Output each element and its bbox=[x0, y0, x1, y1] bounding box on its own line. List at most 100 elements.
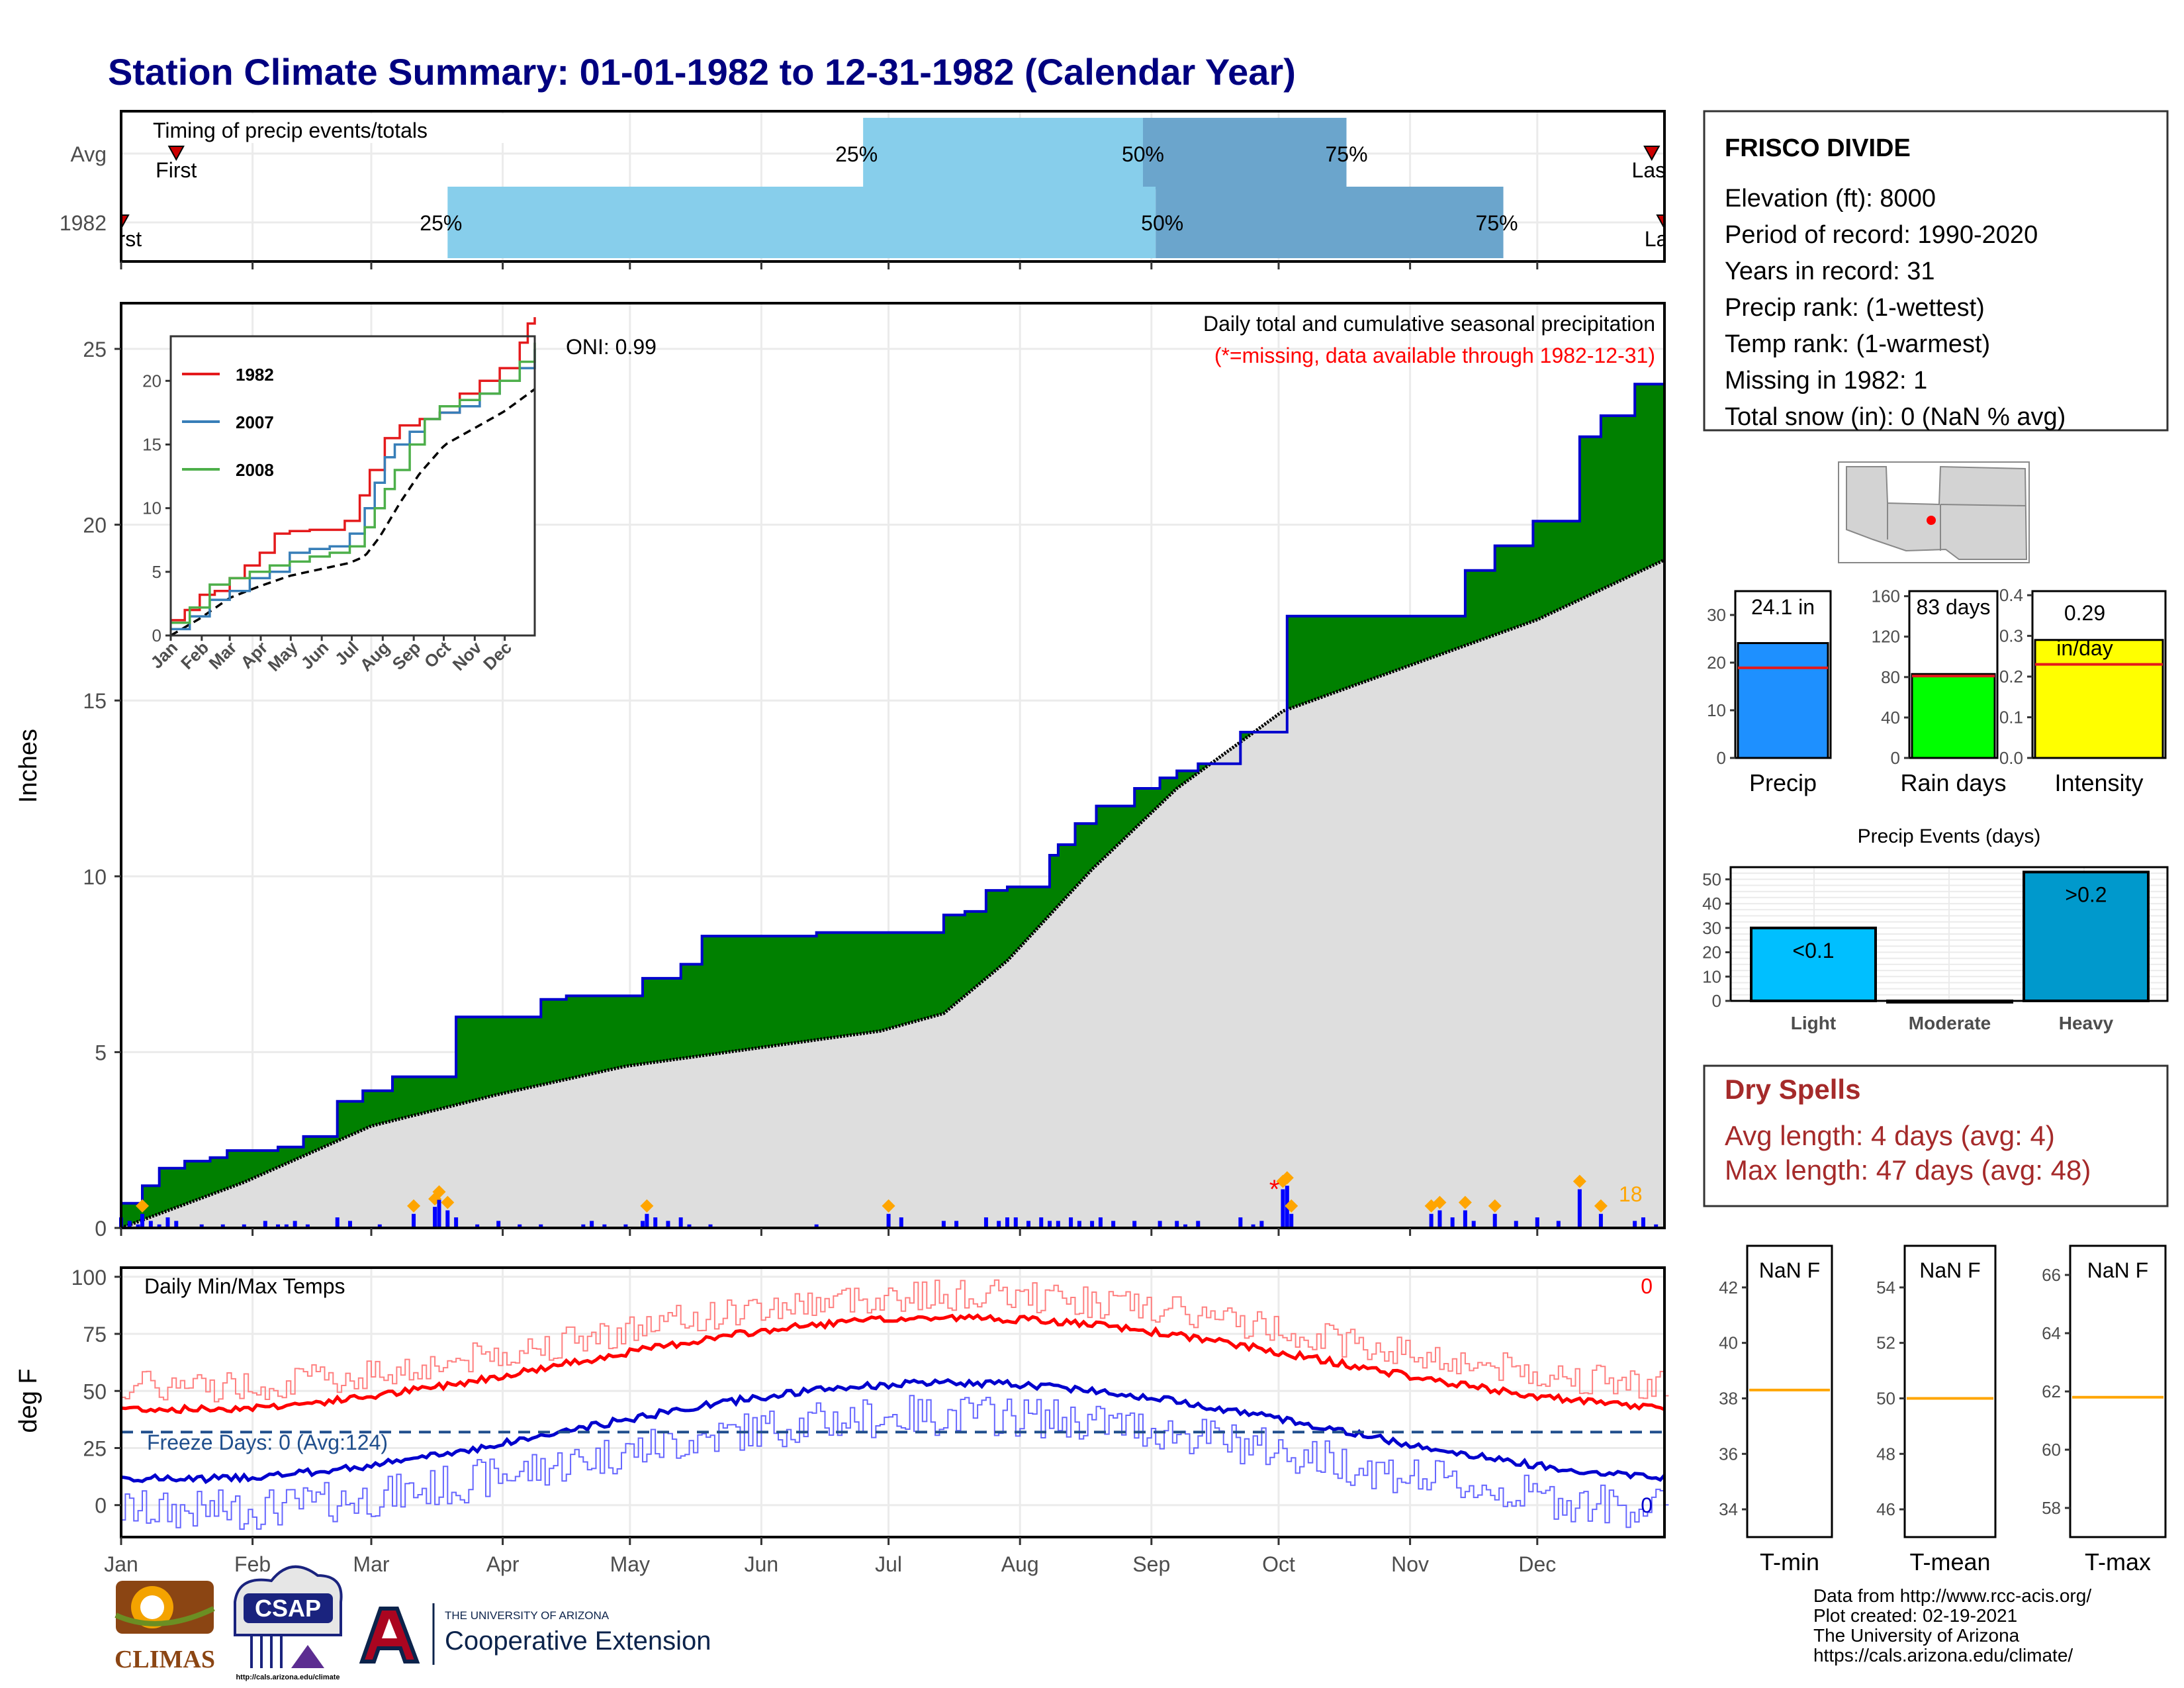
daily-precip-bar bbox=[412, 1213, 416, 1228]
daily-precip-bar bbox=[983, 1217, 988, 1228]
daily-precip-bar bbox=[263, 1221, 267, 1228]
timing-panel: 25%50%75%FirstLastAvg25%50%75%FirstLast1… bbox=[0, 110, 1692, 269]
month-tick-label: Jan bbox=[104, 1552, 138, 1576]
event-category-label: Moderate bbox=[1909, 1013, 1991, 1033]
mini-bar-intensity: 0.0 0.1 0.2 0.3 0.4 0.29 in/day Intensity bbox=[1999, 585, 2167, 796]
inset-ytick-label: 20 bbox=[142, 371, 161, 391]
temp-ytick-label: 100 bbox=[71, 1266, 107, 1289]
daily-precip-bar bbox=[1251, 1224, 1255, 1228]
month-tick-label: Dec bbox=[1518, 1552, 1556, 1576]
daily-precip-bar bbox=[539, 1224, 543, 1228]
mini-bar-tick: 0.3 bbox=[1999, 626, 2023, 646]
event-bar-heavy bbox=[2023, 870, 2150, 1002]
temp-gauge-tick: 60 bbox=[2042, 1440, 2061, 1460]
timing-bar-50-75 bbox=[1156, 187, 1504, 258]
mini-bar-value-label: 0.29 bbox=[2064, 601, 2105, 625]
csap-logo-text: CSAP bbox=[255, 1595, 321, 1622]
temps-title: Daily Min/Max Temps bbox=[144, 1274, 345, 1298]
event-bar-label: <0.1 bbox=[1792, 939, 1834, 962]
daily-precip-bar bbox=[1077, 1221, 1081, 1228]
daily-precip-bar bbox=[347, 1221, 352, 1228]
temp-gauge-tick: 40 bbox=[1719, 1333, 1738, 1353]
temp-gauge-name: T-max bbox=[2085, 1548, 2151, 1575]
daily-precip-bar bbox=[454, 1217, 459, 1228]
event-marker bbox=[432, 1185, 446, 1199]
month-tick-label: Feb bbox=[234, 1552, 271, 1576]
daily-precip-bar bbox=[666, 1221, 670, 1228]
comparison-inset: 19822007200805101520JanFebMarAprMayJunJu… bbox=[142, 317, 536, 675]
mini-bar-value bbox=[2034, 639, 2164, 759]
missing-note: (*=missing, data available through 1982-… bbox=[1214, 344, 1655, 367]
daily-precip-bar bbox=[645, 1213, 649, 1228]
daily-precip-bar bbox=[1158, 1221, 1162, 1228]
temp-gauge-name: T-mean bbox=[1909, 1548, 1990, 1575]
mini-bar-value-label: 83 days bbox=[1916, 595, 1990, 619]
station-info-line: Precip rank: (1-wettest) bbox=[1725, 294, 1985, 322]
daily-precip-bar bbox=[653, 1217, 658, 1228]
event-marker bbox=[1433, 1196, 1447, 1209]
daily-precip-bar bbox=[997, 1221, 1001, 1228]
daily-precip-bar bbox=[1641, 1217, 1645, 1228]
daily-precip-bar bbox=[708, 1224, 713, 1228]
avg-cumulative-line bbox=[120, 558, 1666, 1230]
dry-spells-max: Max length: 47 days (avg: 48) bbox=[1725, 1154, 2091, 1186]
daily-precip-bar bbox=[1259, 1221, 1264, 1228]
mini-bar-tick: 80 bbox=[1881, 667, 1900, 687]
precip-ytick-label: 25 bbox=[83, 338, 107, 361]
mini-bar-tick: 160 bbox=[1872, 586, 1900, 606]
daily-precip-bar bbox=[602, 1224, 607, 1228]
station-info-line: Temp rank: (1-warmest) bbox=[1725, 330, 1990, 358]
daily-precip-bar bbox=[165, 1217, 170, 1228]
daily-precip-bar bbox=[1450, 1217, 1455, 1228]
events-ytick: 20 bbox=[1702, 943, 1721, 962]
temp-gauge-tick: 48 bbox=[1876, 1444, 1895, 1464]
daily-precip-bar bbox=[1514, 1221, 1518, 1228]
avg-cumulative-area bbox=[121, 559, 1664, 1228]
temp-gauge-t-max: 58 60 62 64 66 NaN F T-max bbox=[2042, 1244, 2167, 1575]
daily-precip-bar bbox=[899, 1217, 903, 1228]
footer: Data from http://www.rcc-acis.org/Plot c… bbox=[114, 1565, 2091, 1681]
mini-bar-value bbox=[1737, 641, 1829, 759]
event-marker bbox=[882, 1199, 895, 1213]
daily-precip-bar bbox=[1090, 1221, 1095, 1228]
daily-precip-bar bbox=[433, 1207, 437, 1228]
station-info-line: Years in record: 31 bbox=[1725, 258, 1935, 285]
daily-precip-bar bbox=[1111, 1221, 1116, 1228]
precip-subtitle: Daily total and cumulative seasonal prec… bbox=[1203, 312, 1655, 336]
temp-gauge-name: T-min bbox=[1760, 1548, 1819, 1575]
month-tick-label: Jul bbox=[875, 1552, 902, 1576]
daily-precip-bar bbox=[886, 1213, 891, 1228]
event-marker bbox=[1488, 1199, 1502, 1213]
mini-bar-value bbox=[1911, 673, 1996, 759]
daily-precip-bar bbox=[590, 1221, 594, 1228]
mini-bar-rain-days: 0 40 80 120 160 83 days Rain days bbox=[1872, 586, 2007, 796]
temp-gauge-tick: 62 bbox=[2042, 1382, 2061, 1401]
timing-p25-label: 25% bbox=[420, 211, 462, 235]
month-tick-label: Mar bbox=[353, 1552, 389, 1576]
daily-precip-bar bbox=[1069, 1217, 1073, 1228]
precip-ylabel: Inches bbox=[15, 729, 42, 803]
events-ytick: 10 bbox=[1702, 966, 1721, 986]
footer-line: https://cals.arizona.edu/climate/ bbox=[1813, 1645, 2073, 1665]
temp-gauge-tick: 34 bbox=[1719, 1499, 1738, 1519]
footer-line: Plot created: 02-19-2021 bbox=[1813, 1605, 2017, 1626]
daily-precip-bar bbox=[284, 1224, 289, 1228]
mini-bar-precip: 0 10 20 30 24.1 in Precip bbox=[1707, 590, 1832, 796]
ua-logo-bottom: Cooperative Extension bbox=[445, 1626, 711, 1656]
event-bar-light bbox=[1750, 926, 1877, 1003]
events-ytick: 30 bbox=[1702, 918, 1721, 938]
event-category-label: Heavy bbox=[2059, 1013, 2114, 1033]
mini-bar-tick: 0 bbox=[1717, 748, 1726, 768]
station-info-line: Total snow (in): 0 (NaN % avg) bbox=[1725, 403, 2066, 431]
temp-gauge-tick: 52 bbox=[1876, 1333, 1895, 1353]
daily-precip-bar bbox=[437, 1199, 441, 1228]
timing-p75-label: 75% bbox=[1325, 142, 1367, 166]
inset-legend-label: 2008 bbox=[236, 460, 274, 480]
temp-gauge-tick: 54 bbox=[1876, 1278, 1895, 1297]
temp-gauge-tick: 58 bbox=[2042, 1498, 2061, 1518]
temp-gauge-value: NaN F bbox=[2087, 1258, 2148, 1282]
daily-precip-bar bbox=[1048, 1221, 1052, 1228]
daily-precip-bar bbox=[1289, 1213, 1294, 1228]
daily-max-line bbox=[121, 1279, 1669, 1403]
daily-precip-bar bbox=[1535, 1217, 1539, 1228]
